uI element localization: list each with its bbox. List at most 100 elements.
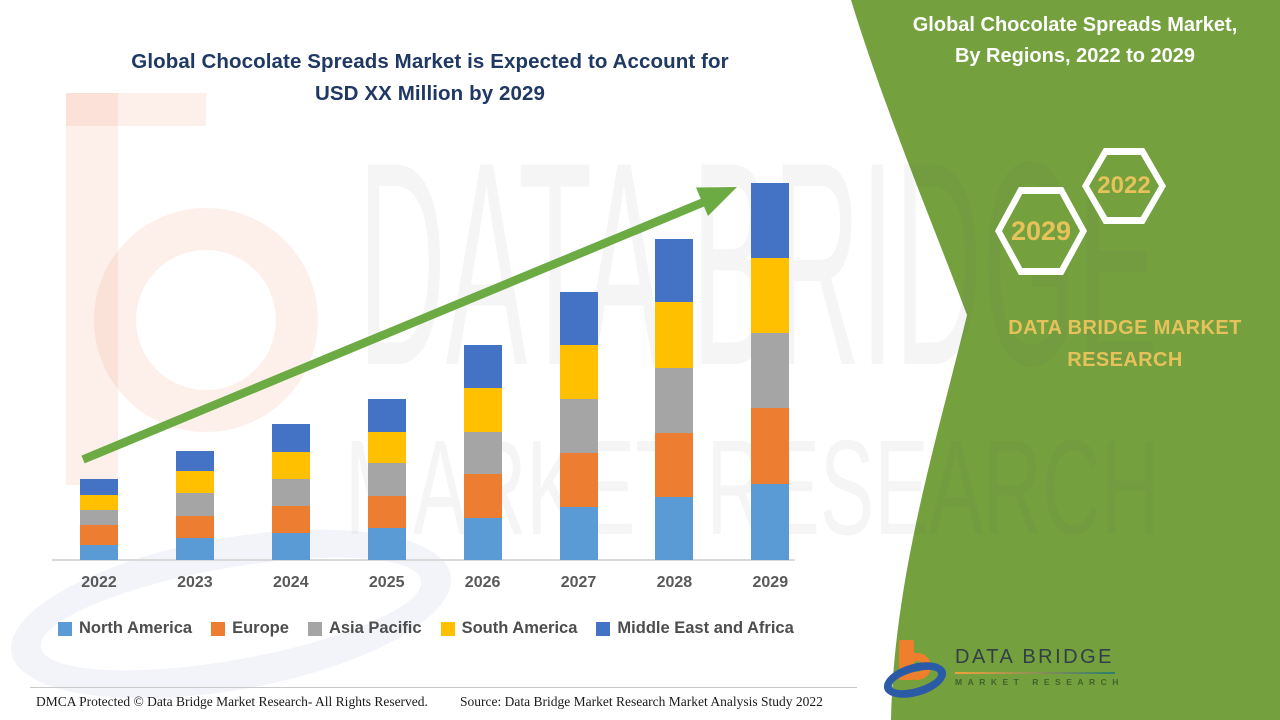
trend-arrow-icon bbox=[81, 187, 737, 464]
bar-2029 bbox=[751, 183, 790, 560]
legend-label: Europe bbox=[232, 619, 289, 637]
x-label-2027: 2027 bbox=[560, 574, 597, 591]
segment-2026-asia-pacific bbox=[463, 432, 502, 474]
segment-2022-north-america bbox=[80, 545, 118, 560]
segment-2028-europe bbox=[655, 433, 694, 497]
segment-2022-middle-east-and-africa bbox=[80, 479, 118, 495]
segment-2022-asia-pacific bbox=[80, 510, 118, 525]
legend-item-north-america: North America bbox=[58, 619, 192, 638]
segment-2024-asia-pacific bbox=[271, 479, 310, 506]
legend-label: Middle East and Africa bbox=[617, 619, 794, 637]
segment-2022-europe bbox=[80, 525, 118, 545]
segment-2023-europe bbox=[175, 516, 214, 538]
data-bridge-logo-icon bbox=[879, 634, 951, 708]
segment-2027-middle-east-and-africa bbox=[559, 292, 598, 345]
legend-label: North America bbox=[79, 619, 193, 637]
x-label-2024: 2024 bbox=[273, 574, 309, 591]
segment-2025-middle-east-and-africa bbox=[367, 399, 406, 432]
bar-2022 bbox=[80, 479, 118, 560]
legend-swatch-icon bbox=[596, 621, 611, 636]
logo-swoosh-shape bbox=[879, 655, 951, 705]
bar-2028 bbox=[655, 239, 694, 560]
panel-brand-line1: DATA BRIDGE MARKET bbox=[1008, 317, 1242, 339]
footer-divider bbox=[30, 687, 857, 688]
legend-item-south-america: South America bbox=[440, 619, 578, 638]
hexagon-badge-2029: 2029 bbox=[995, 187, 1087, 275]
panel-brand-line2: RESEARCH bbox=[1067, 349, 1183, 371]
segment-2023-south-america bbox=[175, 471, 214, 493]
legend-label: South America bbox=[461, 619, 578, 637]
panel-heading: Global Chocolate Spreads Market, By Regi… bbox=[880, 10, 1270, 72]
legend-item-middle-east-and-africa: Middle East and Africa bbox=[596, 619, 794, 638]
segment-2029-north-america bbox=[751, 484, 790, 560]
bar-2026 bbox=[463, 345, 502, 560]
segment-2028-south-america bbox=[655, 302, 694, 368]
segment-2027-north-america bbox=[559, 507, 598, 560]
dmca-notice: DMCA Protected © Data Bridge Market Rese… bbox=[36, 694, 428, 709]
data-bridge-logo: DATA BRIDGE MARKET RESEARCH bbox=[879, 634, 1124, 708]
segment-2029-europe bbox=[751, 408, 790, 484]
legend-item-asia-pacific: Asia Pacific bbox=[307, 619, 422, 638]
segment-2028-asia-pacific bbox=[655, 368, 694, 433]
segment-2023-middle-east-and-africa bbox=[175, 451, 214, 471]
logo-stem-shape bbox=[899, 640, 914, 680]
segment-2023-north-america bbox=[175, 538, 214, 560]
bar-2025 bbox=[367, 399, 406, 560]
segment-2026-south-america bbox=[463, 388, 502, 432]
stacked-bar-chart: 2022 2023 2024 2025 2026 2027 2028 2029 bbox=[52, 183, 795, 591]
chart-legend: North America Europe Asia Pacific South Ame… bbox=[58, 619, 794, 638]
segment-2025-asia-pacific bbox=[367, 463, 406, 496]
bar-2024 bbox=[271, 424, 310, 560]
segment-2027-south-america bbox=[559, 345, 598, 399]
hexagon-year-label: 2029 bbox=[1010, 215, 1072, 246]
logo-wordmark: DATA BRIDGE MARKET RESEARCH bbox=[955, 646, 1124, 687]
source-note: Source: Data Bridge Market Research Mark… bbox=[460, 694, 823, 709]
legend-label: Asia Pacific bbox=[328, 619, 422, 637]
hexagon-year-label: 2022 bbox=[1097, 172, 1151, 199]
x-label-2023: 2023 bbox=[177, 574, 213, 591]
segment-2025-north-america bbox=[367, 528, 406, 560]
x-label-2026: 2026 bbox=[464, 574, 501, 591]
segment-2024-north-america bbox=[271, 533, 310, 560]
logo-subtitle: MARKET RESEARCH bbox=[955, 677, 1124, 687]
segment-2029-south-america bbox=[751, 258, 790, 333]
panel-brand-text: DATA BRIDGE MARKET RESEARCH bbox=[1000, 312, 1250, 376]
segment-2026-europe bbox=[463, 474, 502, 518]
legend-swatch-icon bbox=[307, 621, 322, 636]
segment-2022-south-america bbox=[80, 495, 118, 510]
x-label-2029: 2029 bbox=[752, 574, 789, 591]
segment-2026-north-america bbox=[463, 518, 502, 560]
segment-2028-middle-east-and-africa bbox=[655, 239, 694, 302]
legend-item-europe: Europe bbox=[211, 619, 289, 638]
segment-2027-europe bbox=[559, 453, 598, 507]
logo-name: DATA BRIDGE bbox=[955, 646, 1115, 668]
segment-2028-north-america bbox=[655, 497, 694, 560]
segment-2023-asia-pacific bbox=[175, 493, 214, 516]
watermark-logo-topbar bbox=[66, 93, 206, 126]
segment-2024-europe bbox=[271, 506, 310, 533]
x-label-2022: 2022 bbox=[81, 574, 117, 591]
x-label-2025: 2025 bbox=[368, 574, 405, 591]
segment-2024-middle-east-and-africa bbox=[271, 424, 310, 452]
panel-heading-line2: By Regions, 2022 to 2029 bbox=[954, 45, 1196, 67]
segment-2025-south-america bbox=[367, 432, 406, 463]
legend-swatch-icon bbox=[440, 621, 455, 636]
bar-2023 bbox=[175, 451, 214, 560]
segment-2024-south-america bbox=[271, 452, 310, 479]
segment-2027-asia-pacific bbox=[559, 399, 598, 453]
segment-2025-europe bbox=[367, 496, 406, 528]
bar-2027 bbox=[559, 292, 598, 560]
chart-title: Global Chocolate Spreads Market is Expec… bbox=[60, 46, 800, 110]
panel-heading-line1: Global Chocolate Spreads Market, bbox=[912, 14, 1238, 36]
legend-swatch-icon bbox=[58, 621, 72, 636]
chart-title-line2: USD XX Million by 2029 bbox=[314, 82, 546, 105]
logo-divider bbox=[955, 672, 1115, 674]
chart-title-line1: Global Chocolate Spreads Market is Expec… bbox=[131, 50, 729, 73]
segment-2029-middle-east-and-africa bbox=[751, 183, 790, 258]
x-axis-line bbox=[52, 559, 795, 561]
segment-2026-middle-east-and-africa bbox=[463, 345, 502, 388]
x-label-2028: 2028 bbox=[656, 574, 693, 591]
hexagon-badge-2022: 2022 bbox=[1082, 148, 1166, 224]
